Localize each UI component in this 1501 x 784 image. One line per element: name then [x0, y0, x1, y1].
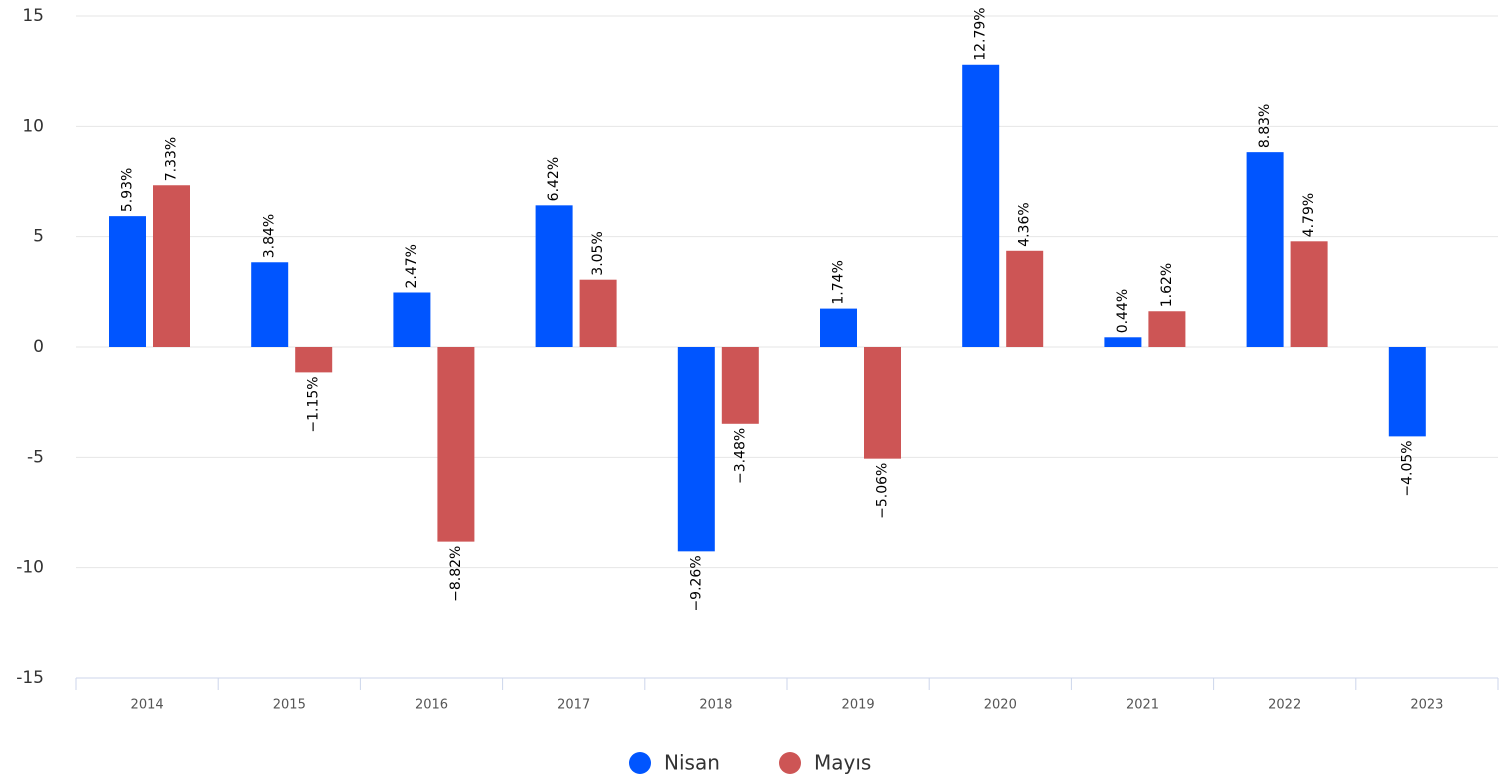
data-label: 1.74% — [831, 260, 847, 304]
data-label: −3.48% — [732, 428, 748, 484]
data-label: −8.82% — [448, 546, 464, 602]
y-tick-label: 0 — [33, 337, 44, 357]
legend-label[interactable]: Nisan — [664, 751, 720, 775]
data-label: 3.84% — [262, 214, 278, 258]
legend-marker[interactable] — [629, 752, 651, 774]
data-label: 3.05% — [590, 231, 606, 275]
bar — [1246, 152, 1284, 347]
legend-marker[interactable] — [779, 752, 801, 774]
data-label: 5.93% — [120, 168, 136, 212]
data-label: 0.44% — [1115, 289, 1131, 333]
bar — [1148, 311, 1186, 347]
x-tick-label: 2022 — [1268, 698, 1301, 713]
x-tick-label: 2020 — [984, 698, 1017, 713]
data-label: 12.79% — [973, 7, 989, 60]
x-tick-label: 2018 — [699, 698, 732, 713]
bar — [1006, 250, 1044, 347]
bar — [109, 216, 146, 347]
x-tick-label: 2016 — [415, 698, 448, 713]
data-label: 4.79% — [1301, 193, 1317, 237]
data-label: −4.05% — [1399, 440, 1415, 496]
data-label: 6.42% — [546, 157, 562, 201]
data-label: −5.06% — [875, 463, 891, 519]
x-tick-label: 2014 — [131, 698, 164, 713]
bar — [820, 308, 857, 347]
x-tick-label: 2023 — [1410, 698, 1443, 713]
bar — [393, 292, 431, 347]
data-label: −1.15% — [306, 376, 322, 432]
data-label: 2.47% — [404, 244, 420, 288]
y-tick-label: 10 — [22, 116, 44, 136]
bar — [677, 347, 715, 552]
legend-label[interactable]: Mayıs — [814, 751, 871, 775]
data-label: 7.33% — [164, 137, 180, 181]
bar — [251, 262, 289, 347]
data-label: 1.62% — [1159, 263, 1175, 307]
data-label: −9.26% — [688, 555, 704, 611]
y-tick-label: -5 — [27, 447, 44, 467]
bar — [579, 279, 617, 347]
bar — [962, 64, 1000, 347]
x-tick-label: 2017 — [557, 698, 590, 713]
bar — [295, 347, 333, 373]
y-tick-label: 15 — [22, 6, 44, 26]
bar — [1290, 241, 1328, 347]
data-label: 4.36% — [1017, 202, 1033, 246]
bar — [864, 347, 901, 459]
y-tick-label: -10 — [16, 558, 44, 578]
y-tick-label: -15 — [16, 668, 44, 688]
bar — [1388, 347, 1426, 437]
bar — [721, 347, 759, 424]
bar — [437, 347, 475, 542]
y-tick-label: 5 — [33, 227, 44, 247]
x-tick-label: 2015 — [273, 698, 306, 713]
bar — [535, 205, 573, 347]
x-tick-label: 2021 — [1126, 698, 1159, 713]
x-tick-label: 2019 — [842, 698, 875, 713]
bar — [153, 185, 190, 347]
bar — [1104, 337, 1142, 347]
data-label: 8.83% — [1257, 104, 1273, 148]
